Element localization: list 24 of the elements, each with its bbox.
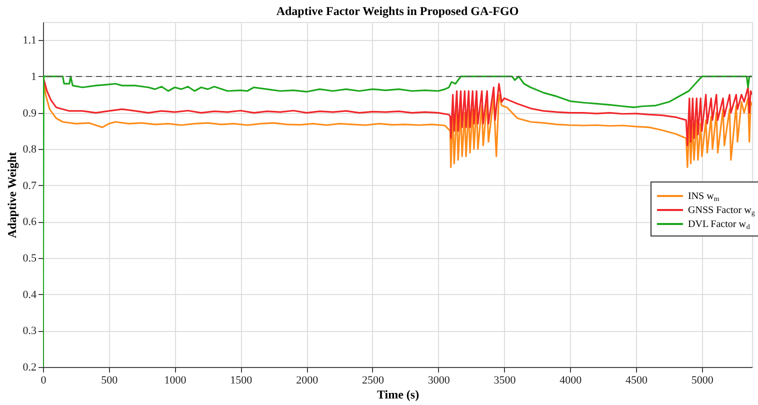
y-tick-label: 0.3 [22, 325, 37, 338]
y-axis-title: Adaptive Weight [4, 152, 19, 238]
x-tick-label: 1000 [164, 374, 187, 386]
y-tick-label: 0.7 [22, 180, 37, 192]
x-tick-label: 500 [101, 374, 118, 386]
x-tick-label: 2000 [296, 374, 319, 386]
x-tick-label: 5000 [691, 374, 714, 386]
y-tick-label: 0.6 [22, 216, 37, 228]
chart-title: Adaptive Factor Weights in Proposed GA-FGO [276, 4, 519, 18]
x-axis-title: Time (s) [376, 388, 420, 402]
x-tick-label: 4500 [626, 374, 648, 386]
x-tick-label: 2500 [362, 374, 384, 386]
x-tick-label: 3500 [494, 374, 516, 386]
y-tick-label: 0.4 [22, 288, 37, 301]
x-tick-label: 1500 [230, 374, 253, 386]
x-tick-label: 0 [40, 374, 47, 386]
y-tick-label: 0.8 [22, 144, 37, 156]
x-tick-label: 4000 [560, 374, 582, 386]
y-tick-label: 0.9 [22, 107, 37, 120]
y-tick-label: 1 [31, 70, 36, 83]
y-tick-label: 0.2 [22, 362, 36, 374]
y-tick-label: 1.1 [22, 34, 36, 47]
y-tick-label: 0.5 [22, 252, 37, 265]
x-tick-label: 3000 [428, 374, 450, 386]
